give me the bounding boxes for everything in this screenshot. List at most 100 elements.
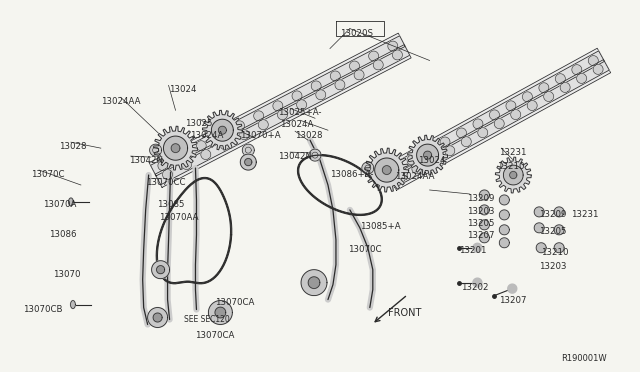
Polygon shape bbox=[148, 308, 168, 327]
Polygon shape bbox=[149, 33, 411, 187]
Text: 13209: 13209 bbox=[467, 194, 495, 203]
Polygon shape bbox=[177, 151, 187, 161]
Polygon shape bbox=[511, 110, 521, 119]
Polygon shape bbox=[534, 207, 544, 217]
Polygon shape bbox=[155, 45, 410, 185]
Polygon shape bbox=[392, 50, 403, 60]
Polygon shape bbox=[424, 146, 433, 156]
Text: 13070: 13070 bbox=[53, 270, 81, 279]
Polygon shape bbox=[373, 60, 383, 70]
Polygon shape bbox=[461, 137, 471, 147]
Text: 13205: 13205 bbox=[467, 219, 495, 228]
Polygon shape bbox=[408, 135, 447, 175]
Polygon shape bbox=[554, 225, 564, 235]
Polygon shape bbox=[369, 51, 379, 61]
Polygon shape bbox=[412, 164, 422, 174]
Polygon shape bbox=[202, 110, 243, 150]
Polygon shape bbox=[556, 74, 565, 84]
Text: 13210: 13210 bbox=[497, 162, 525, 171]
Polygon shape bbox=[253, 111, 264, 121]
Text: 13028: 13028 bbox=[59, 142, 86, 151]
Polygon shape bbox=[407, 155, 417, 165]
Text: 13070C: 13070C bbox=[31, 170, 65, 179]
Polygon shape bbox=[311, 81, 321, 91]
Polygon shape bbox=[349, 61, 360, 71]
Text: 13070CA: 13070CA bbox=[195, 331, 235, 340]
Text: R190001W: R190001W bbox=[561, 355, 607, 363]
Text: 13086: 13086 bbox=[49, 230, 77, 239]
Polygon shape bbox=[153, 313, 162, 322]
Text: 13070CA: 13070CA bbox=[216, 298, 255, 307]
Polygon shape bbox=[473, 119, 483, 129]
Polygon shape bbox=[499, 238, 509, 248]
Polygon shape bbox=[383, 48, 611, 190]
Text: 13085: 13085 bbox=[157, 200, 184, 209]
Polygon shape bbox=[382, 166, 391, 174]
Polygon shape bbox=[509, 171, 517, 179]
Polygon shape bbox=[152, 261, 170, 279]
Text: 13020S: 13020S bbox=[340, 29, 373, 38]
Polygon shape bbox=[424, 151, 431, 159]
Text: 13207: 13207 bbox=[499, 296, 527, 305]
Polygon shape bbox=[296, 100, 307, 110]
Polygon shape bbox=[157, 266, 164, 274]
Polygon shape bbox=[428, 155, 438, 165]
Polygon shape bbox=[494, 119, 504, 129]
Polygon shape bbox=[560, 83, 570, 92]
Polygon shape bbox=[456, 128, 467, 138]
Polygon shape bbox=[473, 278, 482, 287]
Text: 13042N: 13042N bbox=[278, 152, 312, 161]
Polygon shape bbox=[389, 60, 609, 187]
Polygon shape bbox=[479, 220, 490, 230]
Polygon shape bbox=[445, 146, 455, 156]
Polygon shape bbox=[490, 110, 499, 120]
Polygon shape bbox=[182, 160, 191, 170]
Text: 13201: 13201 bbox=[460, 246, 487, 255]
Text: 13070C: 13070C bbox=[348, 245, 381, 254]
Polygon shape bbox=[479, 190, 490, 200]
Text: FRONT: FRONT bbox=[388, 308, 421, 318]
Polygon shape bbox=[479, 233, 490, 243]
Polygon shape bbox=[239, 130, 249, 140]
Polygon shape bbox=[499, 210, 509, 220]
Text: 13024AA: 13024AA bbox=[395, 172, 434, 181]
Polygon shape bbox=[278, 110, 287, 120]
Polygon shape bbox=[388, 41, 398, 51]
Polygon shape bbox=[534, 223, 544, 233]
Text: 13202: 13202 bbox=[461, 283, 489, 292]
Polygon shape bbox=[504, 165, 523, 185]
Text: 13210: 13210 bbox=[541, 248, 569, 257]
Polygon shape bbox=[390, 164, 401, 174]
Polygon shape bbox=[478, 128, 488, 138]
Text: 13024A: 13024A bbox=[191, 131, 224, 140]
Polygon shape bbox=[215, 307, 226, 318]
Polygon shape bbox=[244, 158, 252, 166]
Polygon shape bbox=[554, 243, 564, 253]
Polygon shape bbox=[158, 161, 168, 171]
Text: 13028: 13028 bbox=[295, 131, 323, 140]
Text: 13024A: 13024A bbox=[280, 120, 314, 129]
Polygon shape bbox=[588, 56, 598, 65]
Polygon shape bbox=[522, 92, 532, 102]
Polygon shape bbox=[259, 120, 268, 130]
Polygon shape bbox=[70, 301, 76, 308]
Text: 13203: 13203 bbox=[467, 207, 495, 216]
Polygon shape bbox=[396, 173, 405, 183]
Polygon shape bbox=[440, 137, 450, 147]
Text: 13024: 13024 bbox=[418, 156, 445, 165]
Text: 13085+A: 13085+A bbox=[360, 222, 401, 231]
Polygon shape bbox=[209, 301, 232, 324]
Text: 13231: 13231 bbox=[571, 210, 598, 219]
Polygon shape bbox=[68, 198, 74, 206]
Polygon shape bbox=[499, 195, 509, 205]
Polygon shape bbox=[544, 92, 554, 102]
Polygon shape bbox=[220, 140, 230, 150]
Polygon shape bbox=[308, 277, 320, 288]
Polygon shape bbox=[508, 284, 516, 293]
Text: 13203: 13203 bbox=[539, 262, 566, 271]
Polygon shape bbox=[196, 141, 206, 151]
Polygon shape bbox=[554, 207, 564, 217]
Polygon shape bbox=[362, 162, 374, 174]
Text: 13025: 13025 bbox=[186, 119, 213, 128]
Polygon shape bbox=[572, 65, 582, 75]
